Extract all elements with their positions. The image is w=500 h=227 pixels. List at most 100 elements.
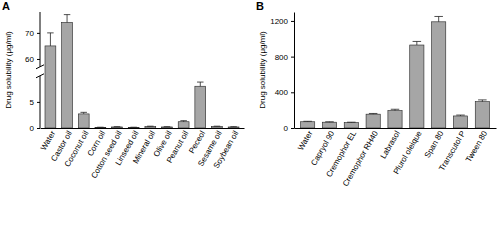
y-tick: 5 (30, 98, 40, 107)
error-line (67, 15, 68, 23)
error-cap (97, 127, 103, 128)
bar (45, 46, 56, 128)
error-bar (391, 109, 400, 110)
bar (95, 127, 106, 128)
bar (162, 127, 173, 128)
y-tick-label: 70 (25, 29, 34, 38)
y-axis-line (40, 76, 41, 128)
error-cap (80, 112, 86, 113)
x-tick-label: Peanut oil (165, 129, 191, 165)
bar (453, 116, 467, 128)
y-tick-mark (291, 21, 294, 22)
x-axis: WaterCapryol 90Cremophor ELCremophor RH4… (295, 128, 497, 188)
panel-title: A (2, 0, 10, 12)
error-line (200, 82, 201, 86)
x-tick: Tween 80 (464, 128, 489, 164)
error-bar (180, 121, 186, 122)
error-bar (214, 126, 220, 127)
x-tick-label: Transcutol P (437, 129, 467, 172)
bar (212, 126, 223, 128)
plot-area (301, 16, 490, 128)
error-cap (47, 32, 53, 33)
error-cap (147, 126, 153, 127)
error-bar (434, 16, 443, 21)
error-bar (347, 122, 356, 123)
x-tick-label: Water (296, 129, 314, 152)
x-axis-line (295, 128, 497, 129)
error-bar (64, 15, 70, 23)
bar (322, 122, 336, 128)
error-cap (197, 82, 203, 83)
error-bar (130, 127, 136, 128)
error-bar (197, 82, 203, 86)
bar (388, 111, 402, 128)
bar (62, 22, 73, 128)
y-tick-label: 400 (275, 88, 289, 97)
x-tick: Span 80 (423, 128, 446, 160)
error-bar (303, 121, 312, 122)
y-axis-title: Drug solubility (μg/ml) (258, 31, 267, 109)
y-tick-mark (291, 92, 294, 93)
x-tick-label: Coconut oil (63, 129, 91, 168)
error-cap (64, 14, 70, 15)
y-axis-title: Drug solubility (μg/ml) (4, 31, 13, 109)
error-cap (456, 115, 465, 116)
error-line (416, 41, 417, 45)
bar (228, 127, 239, 128)
y-tick-mark (37, 128, 40, 129)
y-axis: 0 400 800 1200 (270, 13, 294, 134)
x-tick-label: Mineral oil (131, 129, 157, 165)
y-tick-label: 5 (30, 98, 35, 107)
x-tick: Coconut oil (63, 128, 91, 168)
bar (475, 102, 489, 128)
error-line (50, 33, 51, 46)
error-bar (47, 33, 53, 46)
error-cap (114, 126, 120, 127)
axis-break (36, 74, 44, 78)
y-tick-mark (291, 128, 294, 129)
y-tick: 70 (25, 29, 40, 38)
y-axis: 056070 (25, 12, 44, 133)
x-tick-label: Span 80 (423, 129, 446, 160)
error-cap (180, 120, 186, 121)
bar (410, 45, 424, 128)
error-bar (230, 126, 236, 127)
x-tick: Mineral oil (131, 128, 157, 165)
y-tick: 800 (275, 53, 294, 62)
error-bar (456, 115, 465, 117)
error-bar (80, 112, 86, 114)
x-tick-label: Cremophor RH40 (341, 129, 380, 188)
bar (78, 114, 89, 128)
x-axis-line (41, 128, 245, 129)
y-axis-line (40, 12, 41, 67)
error-bar (97, 127, 103, 128)
x-tick-label: Labrasol (379, 129, 402, 160)
error-cap (325, 121, 334, 122)
error-bar (147, 126, 153, 127)
panel: 056070WaterCastor oilCoconut oilCorn oil… (2, 0, 245, 180)
panel: 0 400 800 1200 WaterCapryol 90Cremophor ELCr… (256, 0, 497, 188)
y-tick-label: 1200 (270, 17, 288, 26)
y-tick-label: 800 (275, 53, 289, 62)
error-line (438, 16, 439, 21)
error-cap (434, 16, 443, 17)
error-cap (164, 126, 170, 127)
x-tick-label: Soybean oil (212, 129, 241, 170)
bar (112, 127, 123, 128)
x-axis: WaterCastor oilCoconut oilCorn oilCotton… (39, 128, 245, 180)
x-tick: Soybean oil (212, 128, 241, 170)
y-tick-label: 0 (284, 124, 289, 133)
error-bar (114, 126, 120, 127)
bar (178, 122, 189, 128)
error-cap (391, 109, 400, 110)
bar (128, 127, 139, 128)
error-bar (413, 41, 422, 45)
error-bar (369, 113, 378, 115)
error-bar (164, 126, 170, 127)
error-cap (478, 99, 487, 100)
error-bar (478, 100, 487, 102)
error-cap (130, 127, 136, 128)
plot-area (45, 15, 239, 128)
y-tick-label: 60 (25, 55, 34, 64)
y-tick: 400 (275, 88, 294, 97)
